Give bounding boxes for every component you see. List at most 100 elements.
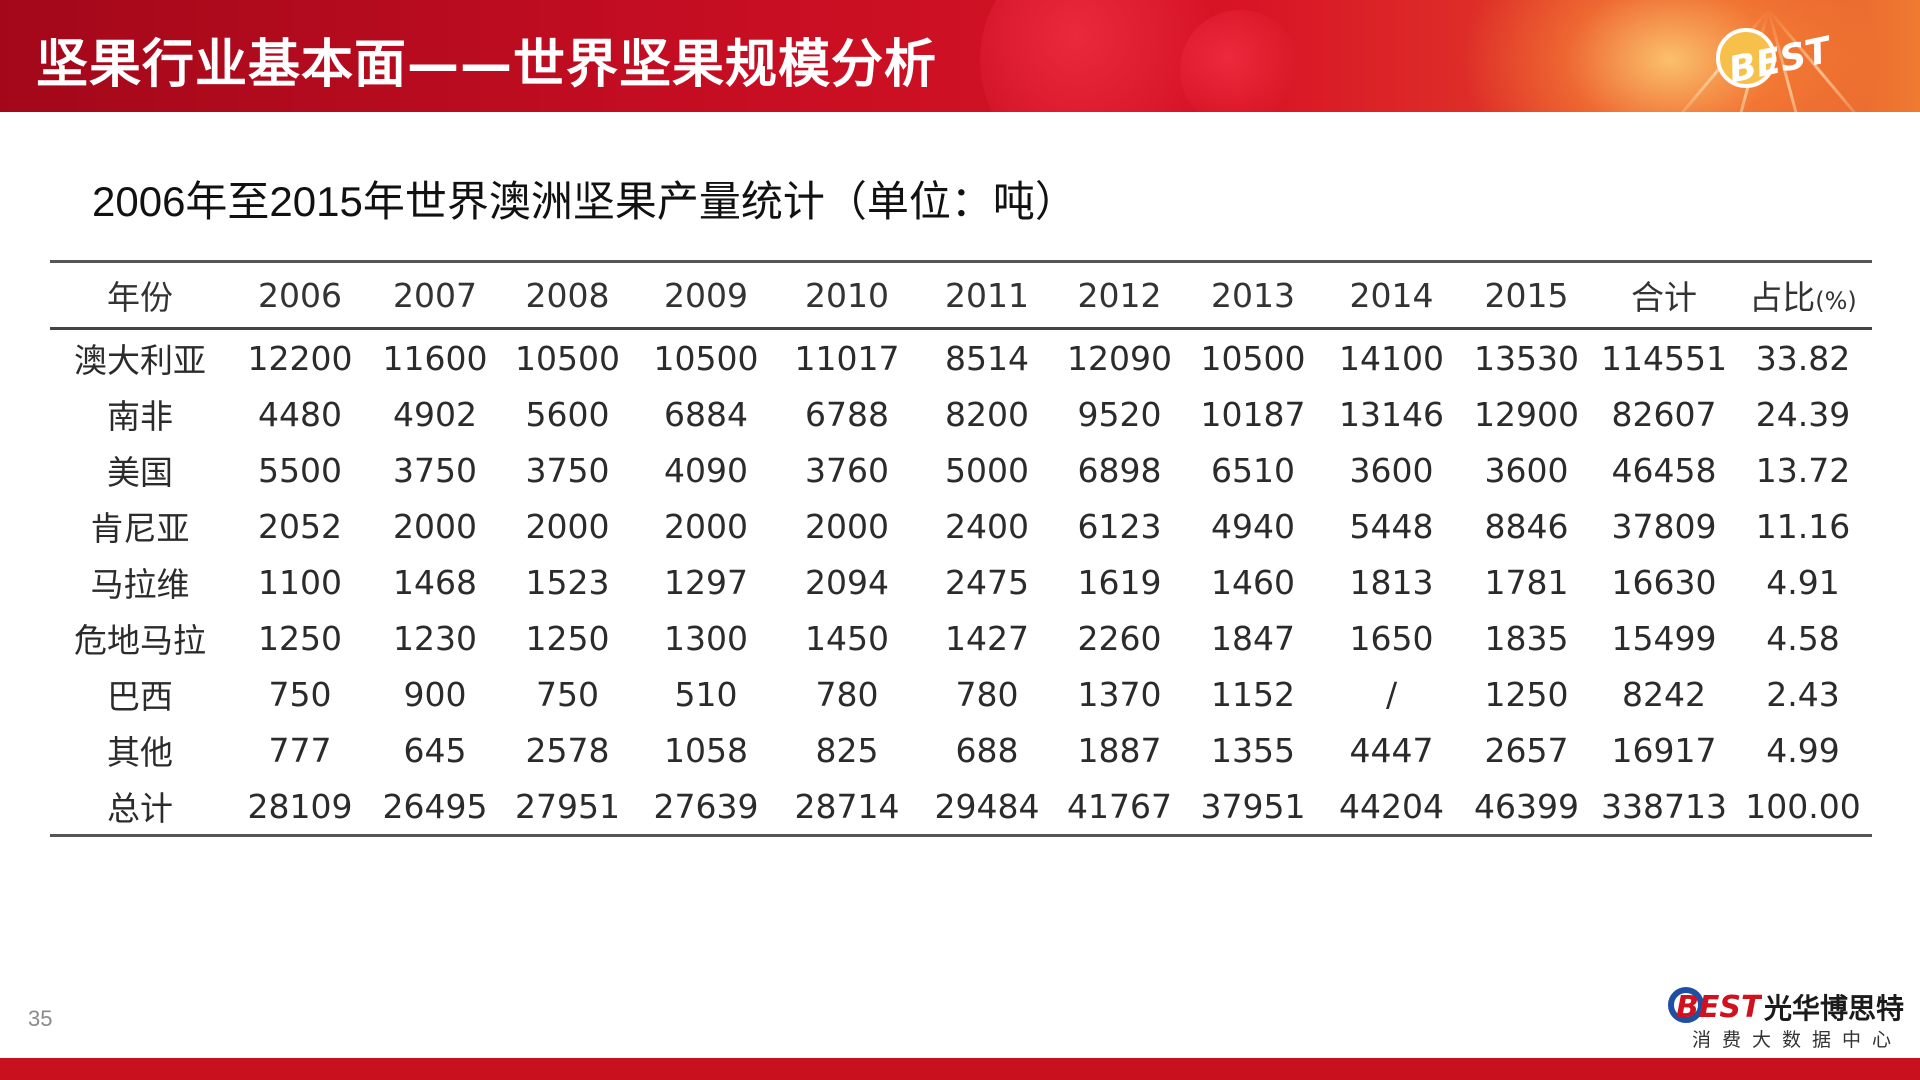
row-label-cell: 巴西: [107, 677, 173, 716]
table-cell: 2000: [393, 506, 477, 546]
table-cell: 44204: [1324, 778, 1459, 837]
table-cell: 10500: [515, 338, 620, 378]
table-cell: 6510: [1211, 450, 1295, 490]
table-cell: 1813: [1349, 562, 1434, 602]
table-cell: 37809: [1611, 506, 1717, 546]
column-header: 2011: [917, 260, 1057, 330]
table-cell: 1650: [1349, 618, 1434, 658]
column-header-label: 2011: [945, 275, 1029, 315]
table-cell: 4.91: [1766, 562, 1840, 602]
table-cell: 2000: [525, 506, 610, 546]
table-cell: 6898: [1077, 450, 1162, 490]
table-cell: 16630: [1611, 562, 1717, 602]
table-body: 澳大利亚 12200 11600 10500 10500 11017 8514 12090 10…: [50, 329, 1872, 837]
column-header: 2007: [370, 260, 500, 330]
table-cell: 3760: [805, 450, 889, 490]
table-cell: 13530: [1474, 338, 1579, 378]
table-cell: 1523: [525, 562, 610, 602]
table-cell: 46458: [1611, 450, 1717, 490]
table-row: 总计 28109 26495 27951 27639 28714 29484 41767 379…: [50, 778, 1872, 837]
column-header-label: 2012: [1077, 275, 1162, 315]
row-label-cell: 马拉维: [90, 565, 190, 604]
table-cell: 1427: [945, 618, 1029, 658]
table-cell: 1460: [1211, 562, 1295, 602]
table-cell: 5500: [258, 450, 342, 490]
column-header: 年份: [50, 260, 230, 330]
table-cell: 4902: [393, 394, 477, 434]
column-header: 2014: [1324, 260, 1459, 330]
row-label-cell: 其他: [107, 733, 173, 772]
table-cell: 3600: [1484, 450, 1569, 490]
percent-unit: (%): [1815, 287, 1857, 315]
table-cell: 4447: [1349, 730, 1434, 770]
page-number: 35: [28, 1006, 53, 1031]
table-cell: 11600: [382, 338, 488, 378]
table-cell: 100.00: [1734, 778, 1872, 837]
table-cell: 688: [955, 730, 1019, 770]
table-cell: 1450: [805, 618, 889, 658]
table-cell: 4090: [664, 450, 748, 490]
table-row: 肯尼亚 2052 2000 2000 2000 2000 2400 6123 4940 5448 8…: [50, 498, 1872, 554]
table-cell: 27639: [635, 778, 777, 837]
table-cell: 1058: [664, 730, 748, 770]
table-cell: 4.58: [1766, 618, 1840, 658]
table-cell: 2052: [258, 506, 342, 546]
table-row: 危地马拉 1250 1230 1250 1300 1450 1427 2260 1847 1650…: [50, 610, 1872, 666]
table-header-row: 年份 2006 2007 2008 2009 2010 2011 2012 2013 2014 20…: [50, 260, 1872, 330]
table-cell: 777: [268, 730, 332, 770]
column-header-label: 2014: [1349, 275, 1434, 315]
column-header-label: 合计: [1631, 278, 1697, 317]
table-cell: 11017: [794, 338, 900, 378]
column-header-label: 占比: [1749, 278, 1816, 317]
table-cell: 12090: [1067, 338, 1172, 378]
table-cell: 2000: [664, 506, 748, 546]
table-row: 巴西 750 900 750 510 780 780 1370 1152 / 1250 8242 2.4…: [50, 666, 1872, 722]
table-cell: 2657: [1484, 730, 1569, 770]
table-cell: 11.16: [1755, 506, 1851, 546]
table-cell: 41767: [1057, 778, 1182, 837]
footer-logo: BEST 光华博思特 消费大数据中心: [1668, 985, 1908, 1051]
table-cell: 1355: [1211, 730, 1295, 770]
table-cell: 5000: [945, 450, 1029, 490]
table-cell: 12900: [1474, 394, 1579, 434]
table-cell: 1297: [664, 562, 748, 602]
table-cell: 114551: [1601, 338, 1727, 378]
best-mark-icon: BEST: [1668, 987, 1762, 1025]
table-cell: 4940: [1211, 506, 1295, 546]
header-banner: 坚果行业基本面——世界坚果规模分析 BEST: [0, 0, 1920, 112]
table-cell: 1250: [258, 618, 342, 658]
table-cell: 780: [815, 674, 879, 714]
row-label-cell: 肯尼亚: [90, 509, 190, 548]
table-row: 南非 4480 4902 5600 6884 6788 8200 9520 10187 13146…: [50, 386, 1872, 442]
row-label-cell: 美国: [107, 453, 173, 492]
table-cell: 1781: [1484, 562, 1569, 602]
table-cell: 2260: [1077, 618, 1162, 658]
table-cell: 6788: [805, 394, 889, 434]
table-row: 美国 5500 3750 3750 4090 3760 5000 6898 6510 3600 36…: [50, 442, 1872, 498]
table-cell: 27951: [500, 778, 635, 837]
table-cell: 2.43: [1766, 674, 1840, 714]
column-header: 占比(%): [1734, 260, 1872, 330]
table-cell: 5600: [525, 394, 610, 434]
table-cell: 33.82: [1755, 338, 1851, 378]
column-header: 2008: [500, 260, 635, 330]
column-header-label: 年份: [107, 278, 173, 317]
table-cell: 6123: [1077, 506, 1162, 546]
table-cell: 2475: [945, 562, 1029, 602]
column-header: 2015: [1459, 260, 1594, 330]
table-cell: 8242: [1622, 674, 1706, 714]
slide-title: 坚果行业基本面——世界坚果规模分析: [36, 35, 938, 95]
bottom-bar: [0, 1058, 1920, 1080]
table-cell: 780: [955, 674, 1019, 714]
table-cell: 1250: [525, 618, 610, 658]
table-cell: 750: [268, 674, 332, 714]
logo-mark-text: BEST: [1676, 990, 1762, 1025]
table-cell: 8200: [945, 394, 1029, 434]
table-cell: 37951: [1182, 778, 1324, 837]
column-header: 2006: [230, 260, 370, 330]
table-cell: 28109: [230, 778, 370, 837]
table-cell: 1250: [1484, 674, 1569, 714]
table-row: 澳大利亚 12200 11600 10500 10500 11017 8514 12090 10…: [50, 329, 1872, 387]
table-cell: 8514: [945, 338, 1029, 378]
table-cell: 645: [403, 730, 467, 770]
